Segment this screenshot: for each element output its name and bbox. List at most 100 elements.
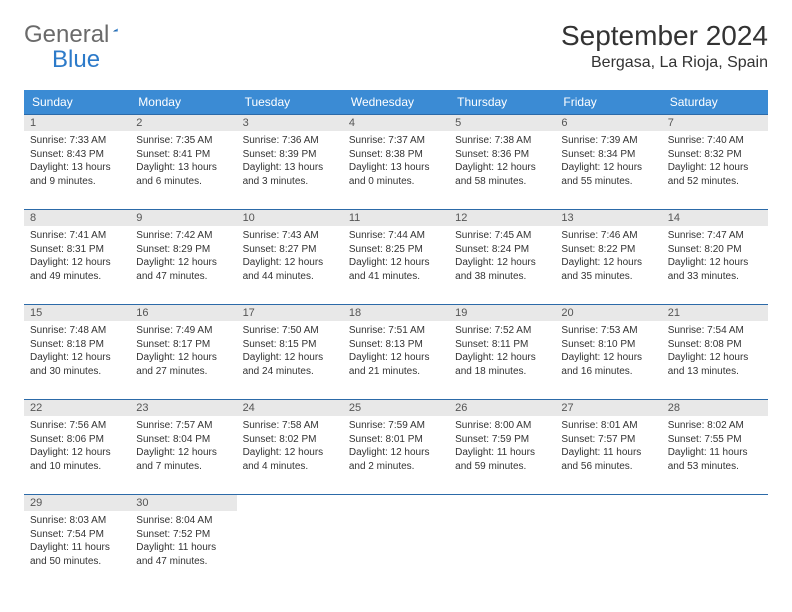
day-cell: Sunrise: 7:47 AMSunset: 8:20 PMDaylight:… bbox=[662, 226, 768, 304]
daylight-line: Daylight: 12 hours and 33 minutes. bbox=[668, 256, 762, 283]
sunrise-line: Sunrise: 8:02 AM bbox=[668, 419, 762, 433]
sunrise-line: Sunrise: 7:37 AM bbox=[349, 134, 443, 148]
sunset-line: Sunset: 7:55 PM bbox=[668, 433, 762, 447]
day-number: 17 bbox=[237, 305, 343, 321]
sunset-line: Sunset: 8:36 PM bbox=[455, 148, 549, 162]
day-number: 10 bbox=[237, 210, 343, 226]
sunrise-line: Sunrise: 7:46 AM bbox=[561, 229, 655, 243]
content-row: Sunrise: 7:56 AMSunset: 8:06 PMDaylight:… bbox=[24, 416, 768, 494]
day-number: 25 bbox=[343, 400, 449, 416]
daylight-line: Daylight: 12 hours and 38 minutes. bbox=[455, 256, 549, 283]
sunrise-line: Sunrise: 7:58 AM bbox=[243, 419, 337, 433]
weekday-header: Tuesday bbox=[237, 90, 343, 114]
sunset-line: Sunset: 8:20 PM bbox=[668, 243, 762, 257]
logo-text-blue: Blue bbox=[52, 46, 100, 74]
daylight-line: Daylight: 11 hours and 50 minutes. bbox=[30, 541, 124, 568]
calendar: SundayMondayTuesdayWednesdayThursdayFrid… bbox=[24, 90, 768, 589]
sunrise-line: Sunrise: 7:45 AM bbox=[455, 229, 549, 243]
daylight-line: Daylight: 12 hours and 49 minutes. bbox=[30, 256, 124, 283]
sunset-line: Sunset: 8:24 PM bbox=[455, 243, 549, 257]
sunrise-line: Sunrise: 7:57 AM bbox=[136, 419, 230, 433]
daylight-line: Daylight: 11 hours and 47 minutes. bbox=[136, 541, 230, 568]
sunset-line: Sunset: 8:34 PM bbox=[561, 148, 655, 162]
day-cell: Sunrise: 7:38 AMSunset: 8:36 PMDaylight:… bbox=[449, 131, 555, 209]
day-number: 20 bbox=[555, 305, 661, 321]
sunset-line: Sunset: 8:01 PM bbox=[349, 433, 443, 447]
day-cell: Sunrise: 7:36 AMSunset: 8:39 PMDaylight:… bbox=[237, 131, 343, 209]
day-number bbox=[662, 495, 768, 511]
page-subtitle: Bergasa, La Rioja, Spain bbox=[561, 54, 768, 72]
day-number: 29 bbox=[24, 495, 130, 511]
sunrise-line: Sunrise: 8:04 AM bbox=[136, 514, 230, 528]
day-cell: Sunrise: 8:04 AMSunset: 7:52 PMDaylight:… bbox=[130, 511, 236, 589]
sunset-line: Sunset: 8:08 PM bbox=[668, 338, 762, 352]
daylight-line: Daylight: 11 hours and 56 minutes. bbox=[561, 446, 655, 473]
day-number: 16 bbox=[130, 305, 236, 321]
sunset-line: Sunset: 8:04 PM bbox=[136, 433, 230, 447]
daylight-line: Daylight: 12 hours and 30 minutes. bbox=[30, 351, 124, 378]
daynum-row: 22232425262728 bbox=[24, 399, 768, 416]
day-number bbox=[237, 495, 343, 511]
day-number: 1 bbox=[24, 115, 130, 131]
day-cell: Sunrise: 7:46 AMSunset: 8:22 PMDaylight:… bbox=[555, 226, 661, 304]
daylight-line: Daylight: 12 hours and 47 minutes. bbox=[136, 256, 230, 283]
day-number: 24 bbox=[237, 400, 343, 416]
sunset-line: Sunset: 8:43 PM bbox=[30, 148, 124, 162]
day-cell bbox=[662, 511, 768, 589]
sunset-line: Sunset: 8:32 PM bbox=[668, 148, 762, 162]
sunset-line: Sunset: 8:22 PM bbox=[561, 243, 655, 257]
day-number: 13 bbox=[555, 210, 661, 226]
day-number: 14 bbox=[662, 210, 768, 226]
day-cell: Sunrise: 8:00 AMSunset: 7:59 PMDaylight:… bbox=[449, 416, 555, 494]
sunset-line: Sunset: 7:52 PM bbox=[136, 528, 230, 542]
day-cell: Sunrise: 7:48 AMSunset: 8:18 PMDaylight:… bbox=[24, 321, 130, 399]
weekday-header: Saturday bbox=[662, 90, 768, 114]
daylight-line: Daylight: 12 hours and 55 minutes. bbox=[561, 161, 655, 188]
sunrise-line: Sunrise: 7:44 AM bbox=[349, 229, 443, 243]
day-number: 28 bbox=[662, 400, 768, 416]
daylight-line: Daylight: 13 hours and 0 minutes. bbox=[349, 161, 443, 188]
sunrise-line: Sunrise: 7:52 AM bbox=[455, 324, 549, 338]
sunset-line: Sunset: 7:57 PM bbox=[561, 433, 655, 447]
sunrise-line: Sunrise: 7:59 AM bbox=[349, 419, 443, 433]
sunset-line: Sunset: 8:27 PM bbox=[243, 243, 337, 257]
daylight-line: Daylight: 12 hours and 7 minutes. bbox=[136, 446, 230, 473]
daylight-line: Daylight: 13 hours and 9 minutes. bbox=[30, 161, 124, 188]
daylight-line: Daylight: 12 hours and 18 minutes. bbox=[455, 351, 549, 378]
day-cell bbox=[237, 511, 343, 589]
sunrise-line: Sunrise: 7:35 AM bbox=[136, 134, 230, 148]
day-cell: Sunrise: 7:57 AMSunset: 8:04 PMDaylight:… bbox=[130, 416, 236, 494]
day-number bbox=[343, 495, 449, 511]
sunset-line: Sunset: 8:13 PM bbox=[349, 338, 443, 352]
day-cell: Sunrise: 7:39 AMSunset: 8:34 PMDaylight:… bbox=[555, 131, 661, 209]
daylight-line: Daylight: 12 hours and 13 minutes. bbox=[668, 351, 762, 378]
sunset-line: Sunset: 8:18 PM bbox=[30, 338, 124, 352]
sunset-line: Sunset: 8:41 PM bbox=[136, 148, 230, 162]
day-number: 12 bbox=[449, 210, 555, 226]
day-cell: Sunrise: 7:35 AMSunset: 8:41 PMDaylight:… bbox=[130, 131, 236, 209]
day-number: 27 bbox=[555, 400, 661, 416]
logo-triangle-icon bbox=[113, 20, 118, 40]
daynum-row: 15161718192021 bbox=[24, 304, 768, 321]
sunrise-line: Sunrise: 7:49 AM bbox=[136, 324, 230, 338]
daylight-line: Daylight: 12 hours and 41 minutes. bbox=[349, 256, 443, 283]
content-row: Sunrise: 7:41 AMSunset: 8:31 PMDaylight:… bbox=[24, 226, 768, 304]
day-number: 5 bbox=[449, 115, 555, 131]
weekday-header: Monday bbox=[130, 90, 236, 114]
sunrise-line: Sunrise: 8:03 AM bbox=[30, 514, 124, 528]
sunset-line: Sunset: 8:38 PM bbox=[349, 148, 443, 162]
day-cell: Sunrise: 7:52 AMSunset: 8:11 PMDaylight:… bbox=[449, 321, 555, 399]
day-cell: Sunrise: 7:59 AMSunset: 8:01 PMDaylight:… bbox=[343, 416, 449, 494]
sunrise-line: Sunrise: 7:41 AM bbox=[30, 229, 124, 243]
day-cell: Sunrise: 7:43 AMSunset: 8:27 PMDaylight:… bbox=[237, 226, 343, 304]
day-cell: Sunrise: 7:45 AMSunset: 8:24 PMDaylight:… bbox=[449, 226, 555, 304]
day-number: 23 bbox=[130, 400, 236, 416]
day-number: 6 bbox=[555, 115, 661, 131]
day-number: 19 bbox=[449, 305, 555, 321]
calendar-body: 1234567Sunrise: 7:33 AMSunset: 8:43 PMDa… bbox=[24, 114, 768, 589]
calendar-header-row: SundayMondayTuesdayWednesdayThursdayFrid… bbox=[24, 90, 768, 114]
content-row: Sunrise: 8:03 AMSunset: 7:54 PMDaylight:… bbox=[24, 511, 768, 589]
daylight-line: Daylight: 12 hours and 2 minutes. bbox=[349, 446, 443, 473]
sunset-line: Sunset: 8:29 PM bbox=[136, 243, 230, 257]
day-cell: Sunrise: 7:58 AMSunset: 8:02 PMDaylight:… bbox=[237, 416, 343, 494]
